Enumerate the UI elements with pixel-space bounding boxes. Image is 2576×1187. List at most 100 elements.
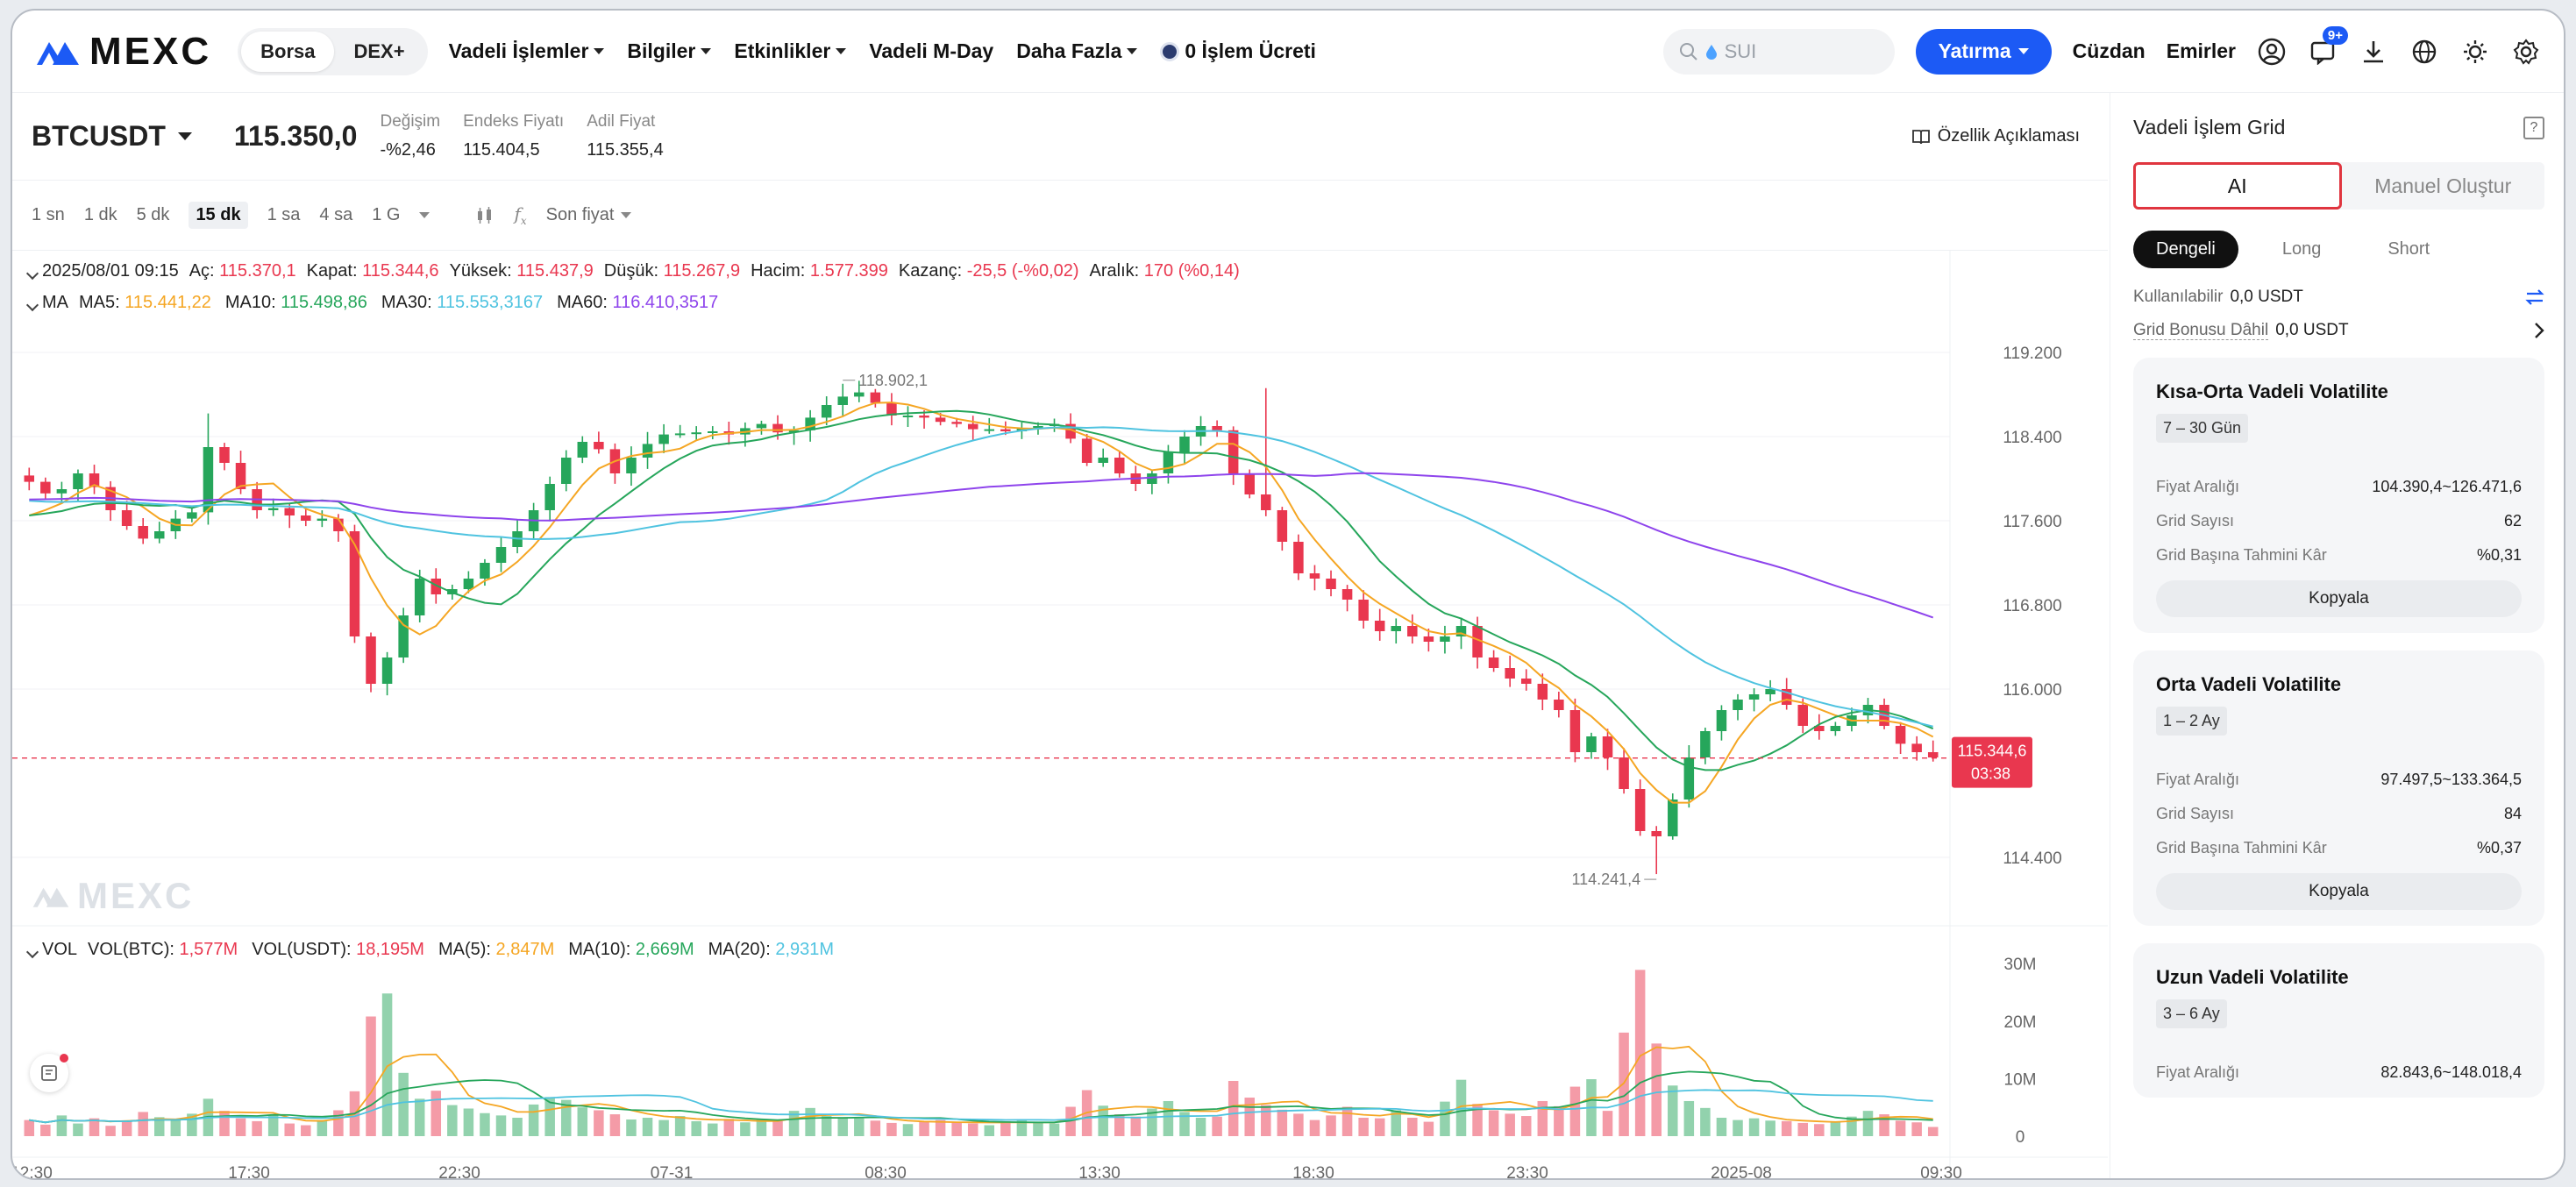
ma-value: 115.498,86	[281, 293, 367, 312]
pair-selector[interactable]: BTCUSDT	[32, 120, 192, 153]
candle-body	[626, 458, 637, 473]
tf-1h[interactable]: 1 sa	[267, 205, 301, 224]
candle-body	[772, 423, 783, 433]
orders-link[interactable]: Emirler	[2166, 39, 2236, 62]
chevron-down-icon[interactable]	[419, 212, 431, 218]
volume-bar	[854, 1118, 865, 1136]
bonus-row[interactable]: Grid Bonusu Dâhil 0,0 USDT	[2133, 321, 2544, 340]
chart-area[interactable]: 2025/08/01 09:15 Aç: 115.370,1 Kapat: 11…	[12, 251, 2108, 1180]
volume-bar	[626, 1119, 637, 1136]
notification-icon[interactable]: 9+	[2308, 25, 2348, 67]
nav-futures[interactable]: Vadeli İşlemler	[449, 39, 605, 63]
volume-bar	[1748, 1118, 1760, 1136]
vol-item: VOL(USDT): 18,195M	[252, 940, 424, 960]
nav-events[interactable]: Etkinlikler	[734, 39, 847, 63]
chart-tool-button[interactable]	[30, 1054, 68, 1092]
strategy-short[interactable]: Short	[2387, 239, 2430, 259]
volume-bar	[1130, 1116, 1142, 1136]
tab-manual[interactable]: Manuel Oluştur	[2374, 174, 2512, 197]
tf-1s[interactable]: 1 sn	[32, 205, 65, 224]
ohlc-close: 115.344,6	[362, 261, 439, 281]
transfer-icon[interactable]	[2525, 288, 2544, 306]
candle-type-icon[interactable]	[475, 206, 495, 225]
candle-body	[333, 518, 344, 531]
ohlc-line: 2025/08/01 09:15 Aç: 115.370,1 Kapat: 11…	[25, 261, 1240, 281]
seg-borsa[interactable]: Borsa	[241, 31, 335, 72]
volume-bar	[740, 1122, 751, 1136]
user-icon[interactable]	[2257, 37, 2287, 67]
globe-icon[interactable]	[2409, 37, 2439, 67]
candle-body	[284, 508, 295, 515]
stat-change-label: Değişim	[380, 112, 441, 131]
copy-button[interactable]: Kopyala	[2156, 873, 2522, 910]
wallet-link[interactable]: Cüzdan	[2072, 39, 2145, 62]
tf-1m[interactable]: 1 dk	[83, 205, 117, 224]
volume-bar	[1000, 1120, 1011, 1136]
ma10-line	[29, 409, 1934, 771]
ma-key: MA5:	[79, 293, 125, 312]
vol-item: VOL(BTC): 1,577M	[88, 940, 238, 960]
indicator-icon[interactable]: fx	[514, 203, 527, 227]
theme-icon[interactable]	[2460, 37, 2490, 67]
volume-bar	[1341, 1106, 1353, 1136]
candle-body	[187, 512, 197, 519]
volume-bar	[480, 1112, 490, 1136]
strategy-long[interactable]: Long	[2281, 239, 2322, 259]
candle-body	[56, 489, 68, 494]
strategy-balanced[interactable]: Dengeli	[2133, 231, 2238, 268]
tf-4h[interactable]: 4 sa	[319, 205, 353, 224]
nav-info[interactable]: Bilgiler	[627, 39, 712, 63]
candle-body	[577, 442, 588, 458]
volume-bar	[935, 1119, 946, 1136]
candle-body	[431, 579, 442, 594]
candle-body	[1212, 426, 1222, 430]
vol-label: VOL	[42, 940, 78, 959]
chart-toolbar: 1 sn 1 dk 5 dk 15 dk 1 sa 4 sa 1 G fx So…	[12, 181, 2108, 251]
candle-body	[1520, 679, 1532, 684]
chevron-down-icon	[2017, 48, 2029, 54]
search-input[interactable]: SUI	[1662, 28, 1895, 75]
feature-info-link[interactable]: Özellik Açıklaması	[1911, 126, 2080, 146]
nav-zero-fee[interactable]: 0 İşlem Ücreti	[1160, 39, 1316, 63]
card-period: 1 – 2 Ay	[2156, 707, 2227, 736]
chevron-down-icon	[701, 48, 712, 54]
tf-1d[interactable]: 1 G	[372, 205, 401, 224]
mexc-logo[interactable]: MEXC	[35, 30, 211, 74]
vol-key: MA(5):	[438, 940, 496, 959]
candle-body	[788, 430, 800, 433]
nav-right: SUI Yatırma Cüzdan Emirler 9+	[1662, 25, 2541, 75]
tf-15m[interactable]: 15 dk	[189, 202, 248, 229]
candle-body	[594, 442, 604, 450]
nav-more[interactable]: Daha Fazla	[1016, 39, 1138, 63]
stat-fair-value: 115.355,4	[587, 140, 664, 160]
copy-button[interactable]: Kopyala	[2156, 580, 2522, 617]
app-window: MEXC Borsa DEX+ Vadeli İşlemler Bilgiler…	[11, 9, 2565, 1180]
price-type-label: Son fiyat	[545, 205, 615, 224]
volume-bar	[121, 1121, 132, 1136]
seg-dex[interactable]: DEX+	[353, 39, 405, 62]
vol-value: 1,577M	[179, 940, 238, 959]
profit-label: Grid Başına Tahmini Kâr	[2156, 546, 2327, 564]
volume-bar	[1114, 1114, 1125, 1136]
ohlc-gain-label: Kazanç:	[898, 261, 963, 281]
price-tick-label: 116.800	[2003, 597, 2061, 615]
settings-icon[interactable]	[2511, 37, 2541, 67]
vol-key: MA(10):	[568, 940, 636, 959]
tab-ai[interactable]: AI	[2133, 162, 2342, 210]
tf-5m[interactable]: 5 dk	[136, 205, 170, 224]
volume-bar	[902, 1124, 914, 1136]
price-type-select[interactable]: Son fiyat	[546, 205, 632, 225]
download-icon[interactable]	[2359, 37, 2388, 67]
help-icon[interactable]: ?	[2523, 116, 2544, 139]
volume-bar	[1520, 1116, 1532, 1136]
deposit-button[interactable]: Yatırma	[1915, 28, 2052, 75]
feature-info-label: Özellik Açıklaması	[1937, 126, 2080, 146]
ma-value: 115.441,22	[125, 293, 211, 312]
stat-change: Değişim -%2,46	[380, 112, 440, 160]
volume-bar	[1228, 1081, 1239, 1136]
market-switch: Borsa DEX+	[238, 27, 428, 75]
candle-body	[708, 431, 718, 433]
time-tick-label: 23:30	[1506, 1164, 1548, 1180]
nav-mday[interactable]: Vadeli M-Day	[869, 39, 993, 63]
volume-bar	[1472, 1104, 1483, 1136]
